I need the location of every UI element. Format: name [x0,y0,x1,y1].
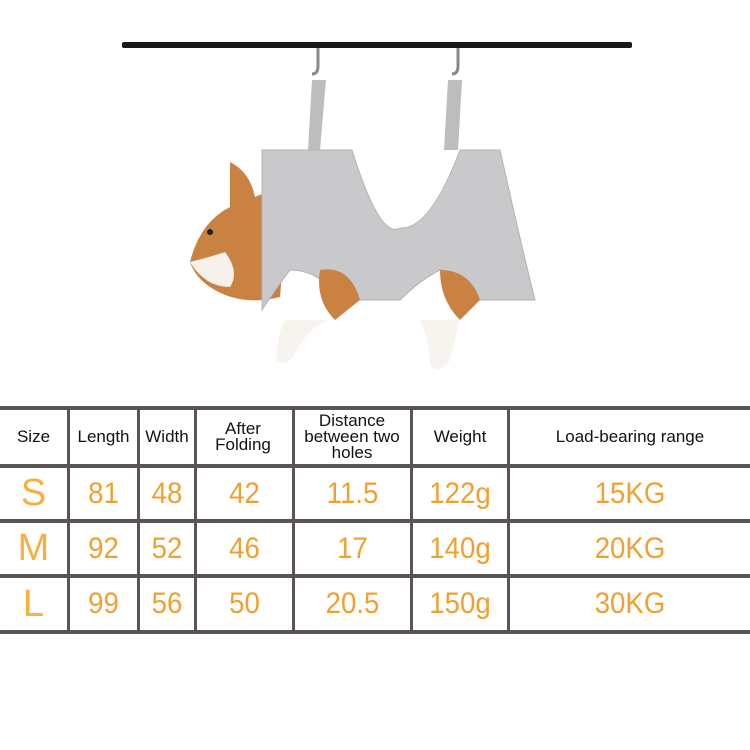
hook-icon [311,48,320,76]
header-load-bearing-range: Load-bearing range [555,427,705,446]
hole-distance-cell: 20.5 [325,587,380,620]
dog-legs [276,320,460,369]
strap [444,80,462,150]
load-cell: 30KG [594,587,666,620]
hole-distance-cell: 11.5 [326,476,379,510]
dog-eye [207,229,213,235]
hook-icon [451,48,460,76]
size-cell: M [17,527,50,569]
width-cell: 56 [151,587,183,620]
after-folding-cell: 42 [229,476,260,510]
dog-leg-patch [319,269,480,320]
length-cell: 92 [88,531,119,565]
weight-cell: 122g [429,476,491,510]
load-cell: 20KG [594,531,666,565]
header-length: Length [77,427,130,446]
size-table: Size Length Width After Folding Distance… [0,406,750,634]
weight-cell: 150g [429,587,491,620]
after-folding-cell: 46 [229,531,260,565]
size-cell: S [20,472,47,514]
length-cell: 99 [88,587,119,620]
size-cell: L [22,582,45,625]
strap [308,80,326,150]
hammock [261,149,536,312]
width-cell: 48 [151,476,183,510]
header-size: Size [16,427,51,446]
length-cell: 81 [88,476,119,510]
width-cell: 52 [151,531,183,565]
header-after-folding: After Folding [215,419,271,454]
header-distance-between-holes: Distance between two holes [304,411,400,462]
hanging-bar [122,42,632,48]
header-weight: Weight [433,427,487,446]
dog-muzzle [190,252,234,287]
header-width: Width [145,427,189,446]
dog-hammock-illustration [122,42,632,369]
hole-distance-cell: 17 [337,531,368,565]
weight-cell: 140g [429,531,491,565]
after-folding-cell: 50 [229,587,260,620]
load-cell: 15KG [594,476,666,510]
